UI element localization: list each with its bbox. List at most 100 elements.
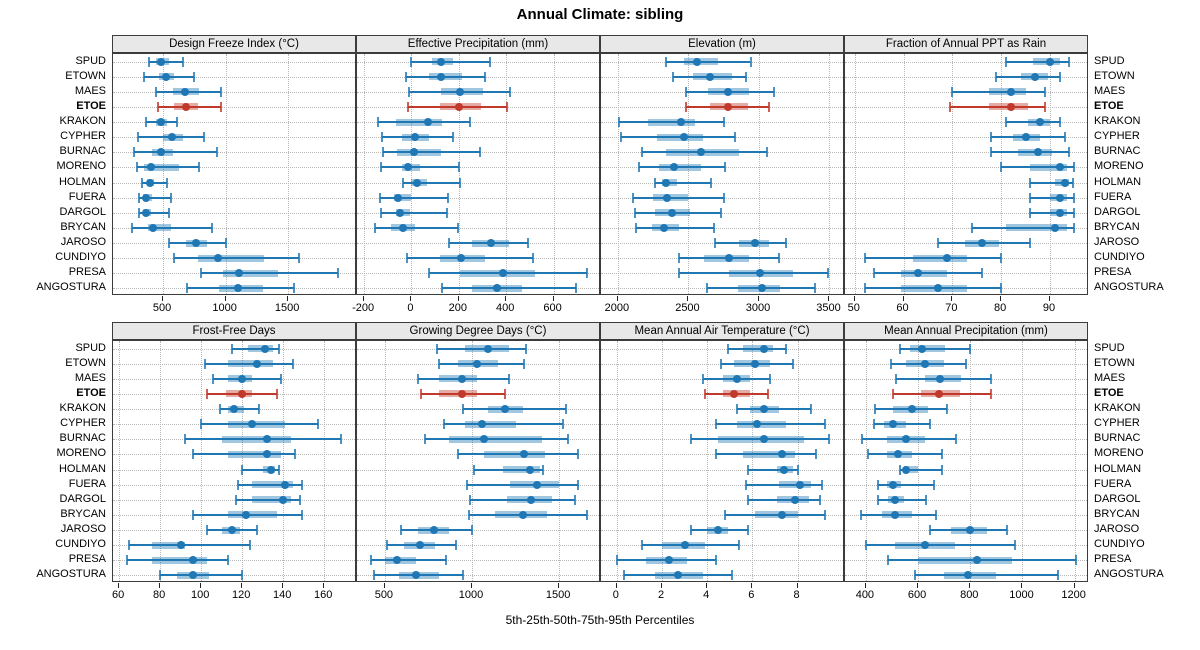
iqr-band — [252, 481, 294, 489]
grid-line-vertical — [283, 341, 285, 581]
whisker-cap-high — [785, 343, 788, 354]
grid-line-vertical — [797, 341, 799, 581]
median-dot — [457, 389, 466, 398]
whisker-cap-high — [276, 388, 279, 399]
axis-tick-label: 500 — [374, 589, 394, 601]
whisker-line — [952, 90, 1046, 93]
whisker-cap-low — [684, 86, 687, 97]
axis-tick-label: 50 — [847, 302, 860, 314]
whisker-cap-low — [133, 147, 136, 158]
axis-tick-label: 2000 — [604, 302, 630, 314]
median-dot — [966, 526, 975, 535]
grid-line-horizontal — [845, 61, 1087, 63]
x-axis-label: 5th-25th-50th-75th-95th Percentiles — [505, 613, 695, 627]
whisker-cap-low — [138, 192, 141, 203]
whisker-cap-high — [766, 147, 769, 158]
grid-line-vertical — [458, 54, 460, 294]
whisker-cap-low — [867, 449, 870, 460]
median-dot — [920, 359, 929, 368]
whisker-cap-low — [423, 434, 426, 445]
axis-tick-mark — [162, 296, 164, 301]
panel-header: Design Freeze Index (°C) — [112, 35, 356, 53]
whisker-cap-high — [928, 419, 931, 430]
whisker-cap-low — [130, 222, 133, 233]
iqr-band — [684, 58, 719, 66]
grid-line-horizontal — [601, 227, 843, 229]
median-dot — [395, 208, 404, 217]
median-dot — [142, 193, 151, 202]
grid-line-horizontal — [845, 484, 1087, 486]
whisker-line — [915, 574, 1058, 577]
panel-header: Elevation (m) — [600, 35, 844, 53]
iqr-band — [151, 541, 185, 549]
whisker-line — [458, 453, 579, 456]
axis-tick-mark — [383, 583, 385, 588]
grid-line-horizontal — [357, 560, 599, 562]
whisker-cap-low — [379, 207, 382, 218]
whisker-cap-low — [690, 434, 693, 445]
whisker-cap-low — [237, 479, 240, 490]
whisker-cap-low — [874, 404, 876, 415]
site-label-left: SPUD — [75, 54, 106, 67]
whisker-cap-high — [710, 177, 712, 188]
whisker-cap-low — [1005, 117, 1008, 128]
median-dot — [663, 193, 672, 202]
whisker-cap-high — [456, 222, 459, 233]
axis-tick-label: 140 — [272, 589, 292, 601]
iqr-band — [221, 435, 292, 443]
axis-tick-label: 400 — [855, 589, 875, 601]
whisker-line — [654, 181, 711, 184]
whisker-cap-high — [733, 132, 736, 143]
whisker-cap-low — [928, 525, 931, 536]
axis-tick-mark — [951, 296, 953, 301]
median-dot — [795, 480, 804, 489]
site-label-left: JAROSO — [60, 236, 106, 249]
median-dot — [168, 133, 177, 142]
site-label-left: PRESA — [68, 266, 106, 279]
median-dot — [238, 389, 247, 398]
whisker-line — [411, 60, 490, 63]
whisker-cap-high — [773, 86, 776, 97]
site-label-right: FUERA — [1094, 190, 1132, 203]
whisker-line — [873, 423, 930, 426]
whisker-line — [374, 226, 458, 229]
median-dot — [889, 480, 898, 489]
median-dot — [757, 284, 766, 293]
median-dot — [1055, 208, 1064, 217]
axis-tick-label: 0 — [407, 302, 414, 314]
grid-line-horizontal — [113, 182, 355, 184]
median-dot — [454, 102, 463, 111]
site-label-right: MORENO — [1094, 447, 1144, 460]
site-label-right: BURNAC — [1094, 432, 1141, 445]
whisker-cap-low — [1029, 207, 1032, 218]
iqr-band — [397, 148, 442, 156]
median-dot — [759, 405, 768, 414]
whisker-cap-low — [157, 101, 160, 112]
whisker-cap-high — [300, 509, 303, 520]
whisker-cap-low — [898, 343, 901, 354]
whisker-cap-high — [278, 343, 281, 354]
median-dot — [1006, 87, 1015, 96]
whisker-cap-high — [575, 283, 578, 294]
median-dot — [478, 420, 487, 429]
axis-tick-label: 6 — [748, 589, 755, 601]
axis-tick-label: 80 — [153, 589, 166, 601]
whisker-line — [134, 151, 218, 154]
axis-tick-label: 60 — [112, 589, 125, 601]
whisker-cap-high — [767, 101, 770, 112]
whisker-cap-high — [1029, 238, 1032, 249]
whisker-cap-low — [191, 449, 194, 460]
median-dot — [752, 420, 761, 429]
whisker-cap-high — [821, 479, 824, 490]
median-dot — [1055, 163, 1064, 172]
panel-plot — [356, 340, 600, 582]
grid-line-horizontal — [357, 545, 599, 547]
iqr-band — [484, 450, 546, 458]
whisker-cap-high — [451, 132, 454, 143]
whisker-cap-high — [462, 570, 465, 581]
whisker-line — [1006, 121, 1060, 124]
axis-tick-mark — [457, 296, 459, 301]
whisker-cap-high — [525, 343, 528, 354]
median-dot — [234, 284, 243, 293]
grid-line-horizontal — [601, 484, 843, 486]
